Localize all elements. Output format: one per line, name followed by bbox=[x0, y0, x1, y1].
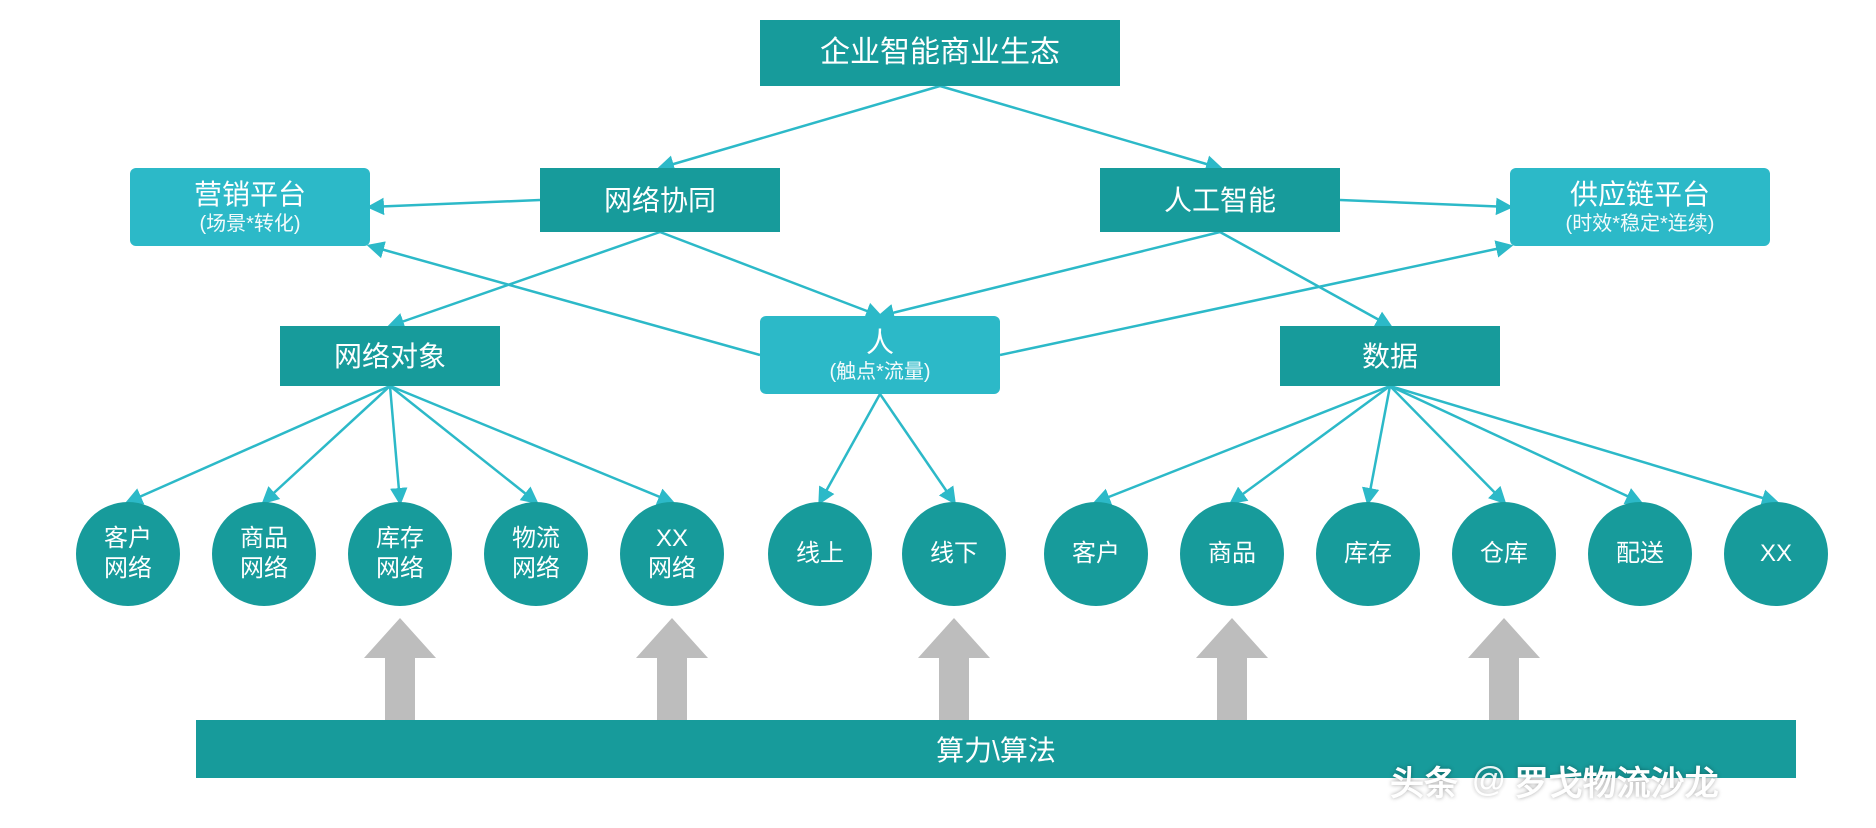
gray-arrow-2 bbox=[636, 618, 708, 720]
edge-6 bbox=[880, 232, 1220, 316]
circle-c9: 商品 bbox=[1180, 502, 1284, 606]
node-netobj-label: 网络对象 bbox=[334, 339, 446, 374]
circle-c9-label: 商品 bbox=[1208, 539, 1256, 569]
edge-21 bbox=[1390, 386, 1640, 502]
watermark-at: @ bbox=[1472, 761, 1507, 800]
node-mkt-label: 营销平台 bbox=[194, 177, 306, 212]
edge-7 bbox=[1220, 232, 1390, 326]
circle-c3: 库存 网络 bbox=[348, 502, 452, 606]
circle-c10-label: 库存 bbox=[1344, 539, 1392, 569]
circle-c5: XX 网络 bbox=[620, 502, 724, 606]
edge-20 bbox=[1390, 386, 1504, 502]
circle-c7-label: 线下 bbox=[930, 539, 978, 569]
edge-22 bbox=[1390, 386, 1776, 502]
edge-1 bbox=[940, 86, 1220, 168]
edge-19 bbox=[1368, 386, 1390, 502]
edge-17 bbox=[1096, 386, 1390, 502]
node-supply-sub: (时效*稳定*连续) bbox=[1566, 212, 1715, 237]
circle-c5-label: XX 网络 bbox=[648, 524, 696, 584]
watermark-bold: 头条 bbox=[1390, 756, 1458, 805]
circle-c3-label: 库存 网络 bbox=[376, 524, 424, 584]
node-net: 网络协同 bbox=[540, 168, 780, 232]
node-ai-label: 人工智能 bbox=[1164, 183, 1276, 218]
edge-14 bbox=[390, 386, 672, 502]
node-net-label: 网络协同 bbox=[604, 183, 716, 218]
edge-3 bbox=[1340, 200, 1510, 207]
circle-c8: 客户 bbox=[1044, 502, 1148, 606]
circle-c8-label: 客户 bbox=[1072, 539, 1120, 569]
node-data: 数据 bbox=[1280, 326, 1500, 386]
edges-layer bbox=[0, 0, 1876, 828]
node-mkt: 营销平台(场景*转化) bbox=[130, 168, 370, 246]
node-netobj: 网络对象 bbox=[280, 326, 500, 386]
bottom-bar-label: 算力\算法 bbox=[936, 729, 1056, 769]
circle-c13-label: XX bbox=[1760, 539, 1792, 569]
edge-2 bbox=[370, 200, 540, 207]
watermark-name: 罗戈物流沙龙 bbox=[1515, 756, 1719, 805]
circle-c10: 库存 bbox=[1316, 502, 1420, 606]
edge-10 bbox=[128, 386, 390, 502]
circle-c11: 仓库 bbox=[1452, 502, 1556, 606]
node-ai: 人工智能 bbox=[1100, 168, 1340, 232]
node-supply-label: 供应链平台 bbox=[1570, 177, 1710, 212]
node-supply: 供应链平台(时效*稳定*连续) bbox=[1510, 168, 1770, 246]
node-person: 人(触点*流量) bbox=[760, 316, 1000, 394]
node-person-label: 人 bbox=[866, 325, 894, 360]
edge-4 bbox=[390, 232, 660, 326]
gray-arrow-5 bbox=[1468, 618, 1540, 720]
circle-c12: 配送 bbox=[1588, 502, 1692, 606]
node-data-label: 数据 bbox=[1362, 339, 1418, 374]
circle-c1: 客户 网络 bbox=[76, 502, 180, 606]
edge-15 bbox=[820, 394, 880, 502]
edge-5 bbox=[660, 232, 880, 316]
circle-c2-label: 商品 网络 bbox=[240, 524, 288, 584]
gray-arrow-4 bbox=[1196, 618, 1268, 720]
edge-0 bbox=[660, 86, 940, 168]
circle-c2: 商品 网络 bbox=[212, 502, 316, 606]
gray-arrow-3 bbox=[918, 618, 990, 720]
circle-c4-label: 物流 网络 bbox=[512, 524, 560, 584]
node-mkt-sub: (场景*转化) bbox=[199, 212, 300, 237]
circle-c7: 线下 bbox=[902, 502, 1006, 606]
circle-c12-label: 配送 bbox=[1616, 539, 1664, 569]
node-root-label: 企业智能商业生态 bbox=[820, 34, 1060, 72]
watermark: 头条 @罗戈物流沙龙 bbox=[1390, 756, 1719, 805]
circle-c1-label: 客户 网络 bbox=[104, 524, 152, 584]
circle-c11-label: 仓库 bbox=[1480, 539, 1528, 569]
node-person-sub: (触点*流量) bbox=[829, 360, 930, 385]
circle-c6-label: 线上 bbox=[796, 539, 844, 569]
node-root: 企业智能商业生态 bbox=[760, 20, 1120, 86]
diagram-stage: 企业智能商业生态营销平台(场景*转化) 网络协同 人工智能 供应链平台(时效*稳定*连… bbox=[0, 0, 1876, 828]
circle-c13: XX bbox=[1724, 502, 1828, 606]
circle-c6: 线上 bbox=[768, 502, 872, 606]
edge-16 bbox=[880, 394, 954, 502]
edge-18 bbox=[1232, 386, 1390, 502]
circle-c4: 物流 网络 bbox=[484, 502, 588, 606]
edge-13 bbox=[390, 386, 536, 502]
edge-12 bbox=[390, 386, 400, 502]
gray-arrow-1 bbox=[364, 618, 436, 720]
edge-11 bbox=[264, 386, 390, 502]
